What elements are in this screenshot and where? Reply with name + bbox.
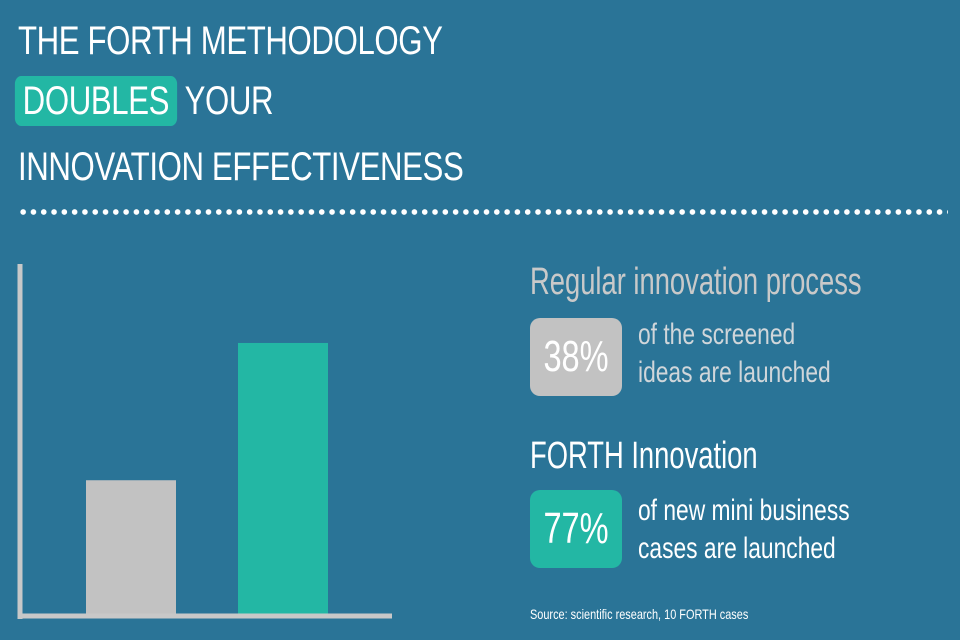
regular-percent-badge: 38% (530, 318, 622, 396)
regular-percent-value: 38% (543, 332, 609, 381)
forth-description: of new mini business cases are launched (638, 492, 938, 568)
regular-description-line-1: of the screened (638, 318, 796, 351)
headline-line-3: INNOVATION EFFECTIVENESS (18, 145, 464, 189)
headline-highlight: DOUBLES (14, 76, 177, 126)
bar-regular-process (86, 480, 176, 614)
forth-innovation-title: FORTH Innovation (530, 435, 758, 477)
regular-description-line-2: ideas are launched (638, 356, 831, 389)
bar-forth-innovation (238, 342, 328, 614)
bar-chart-svg (17, 264, 392, 619)
forth-percent-badge: 77% (530, 490, 622, 568)
regular-description: of the screened ideas are launched (638, 316, 938, 392)
forth-description-line-1: of new mini business (638, 494, 850, 527)
forth-description-line-2: cases are launched (638, 532, 836, 565)
dotted-divider (18, 208, 948, 216)
headline-line-2: DOUBLES YOUR (14, 76, 274, 126)
headline-line-1: THE FORTH METHODOLOGY (18, 19, 443, 63)
regular-process-title: Regular innovation process (530, 261, 862, 303)
source-note: Source: scientific research, 10 FORTH ca… (530, 606, 749, 622)
bar-chart (14, 258, 404, 630)
forth-percent-value: 77% (543, 504, 609, 553)
headline-line-2-rest: YOUR (184, 79, 274, 123)
